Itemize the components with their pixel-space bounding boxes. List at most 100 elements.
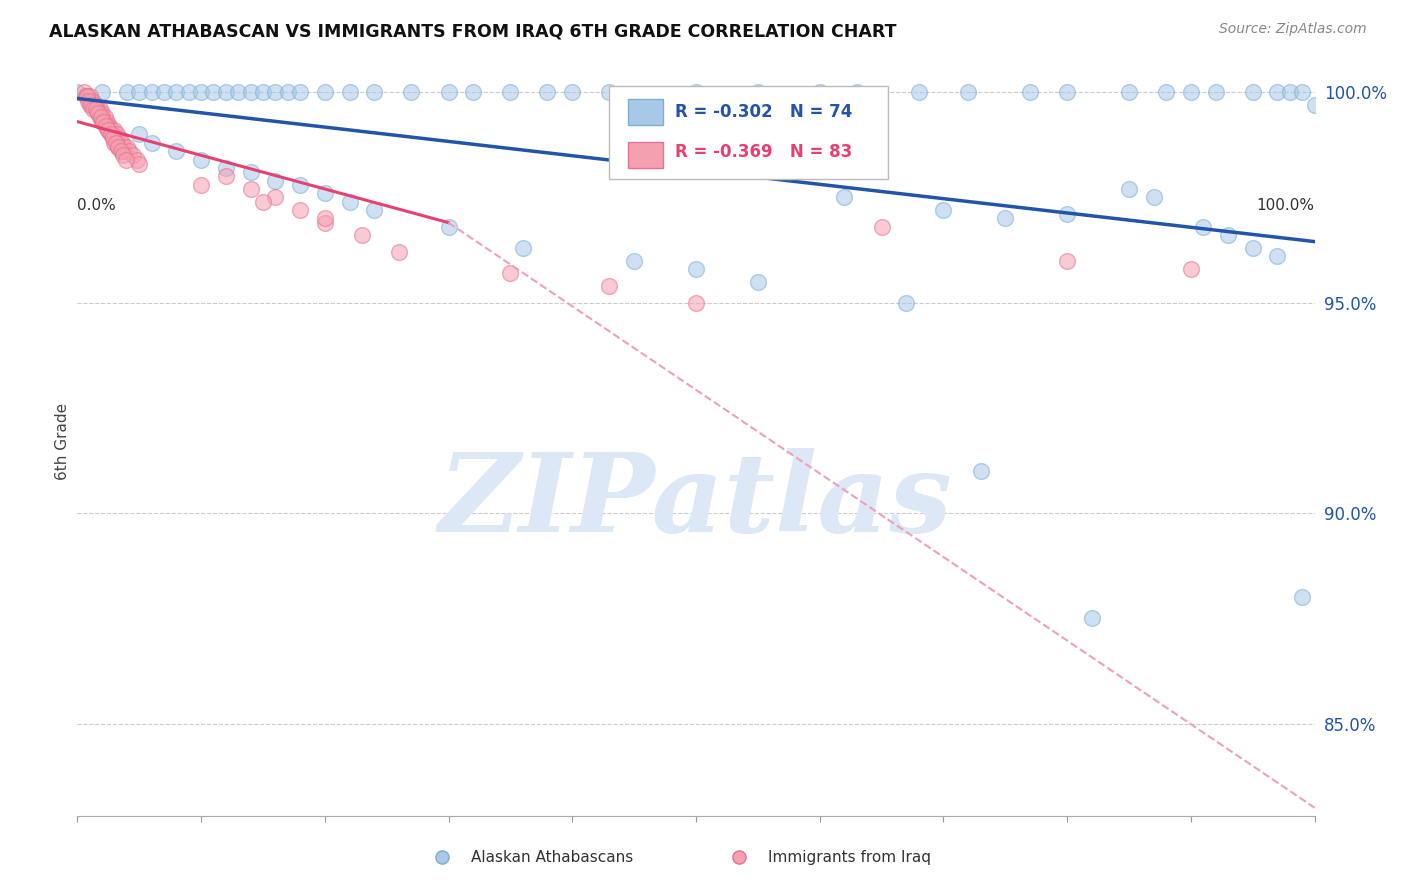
Point	[339, 194, 361, 209]
Point	[1154, 85, 1177, 99]
Point	[128, 128, 150, 142]
Point	[110, 144, 132, 158]
Point	[103, 131, 125, 145]
Point	[561, 85, 583, 99]
Point	[437, 219, 460, 234]
Point	[1118, 182, 1140, 196]
Point	[89, 111, 111, 125]
Point	[165, 144, 187, 158]
Point	[103, 136, 125, 150]
Point	[1081, 611, 1104, 625]
Point	[165, 85, 187, 99]
Point	[463, 85, 485, 99]
Point	[82, 94, 104, 108]
Point	[76, 89, 98, 103]
Point	[112, 144, 135, 158]
Point	[363, 85, 385, 99]
Point	[91, 114, 114, 128]
Point	[239, 85, 262, 99]
Point	[845, 85, 868, 99]
Point	[401, 85, 423, 99]
Point	[314, 216, 336, 230]
Point	[66, 85, 89, 99]
Point	[111, 144, 134, 158]
Point	[932, 202, 955, 217]
Point	[264, 85, 287, 99]
Point	[215, 169, 238, 184]
Point	[288, 202, 311, 217]
Point	[747, 275, 769, 289]
Point	[896, 295, 918, 310]
Point	[215, 161, 238, 175]
Point	[288, 178, 311, 192]
Point	[114, 153, 136, 167]
Point	[128, 85, 150, 99]
Text: R = -0.302   N = 74: R = -0.302 N = 74	[675, 103, 852, 120]
Point	[101, 123, 124, 137]
Point	[112, 148, 135, 162]
Point	[91, 106, 114, 120]
Point	[499, 85, 522, 99]
Point	[1056, 253, 1078, 268]
Point	[93, 111, 115, 125]
Point	[87, 106, 110, 120]
Point	[141, 136, 163, 150]
Point	[98, 123, 121, 137]
Point	[314, 186, 336, 201]
Point	[1291, 85, 1313, 99]
Point	[499, 266, 522, 280]
Point	[97, 123, 120, 137]
Point	[72, 85, 94, 99]
Point	[1278, 85, 1301, 99]
Point	[96, 114, 118, 128]
Point	[86, 102, 108, 116]
Point	[97, 123, 120, 137]
Point	[110, 140, 132, 154]
Point	[512, 241, 534, 255]
Point	[1267, 85, 1289, 99]
Point	[1291, 591, 1313, 605]
Point	[907, 85, 929, 99]
Point	[1205, 85, 1227, 99]
Point	[103, 131, 125, 145]
Point	[239, 182, 262, 196]
Point	[1180, 85, 1202, 99]
Point	[685, 85, 707, 99]
Point	[105, 136, 128, 150]
Text: ALASKAN ATHABASCAN VS IMMIGRANTS FROM IRAQ 6TH GRADE CORRELATION CHART: ALASKAN ATHABASCAN VS IMMIGRANTS FROM IR…	[49, 22, 897, 40]
Point	[190, 85, 212, 99]
Point	[107, 140, 129, 154]
Point	[685, 295, 707, 310]
Point	[1118, 85, 1140, 99]
Text: ZIPatlas: ZIPatlas	[439, 448, 953, 555]
Point	[108, 131, 131, 145]
FancyBboxPatch shape	[628, 142, 662, 168]
Point	[79, 97, 101, 112]
Point	[1216, 228, 1239, 243]
Point	[98, 119, 121, 133]
Point	[314, 211, 336, 226]
Point	[101, 128, 124, 142]
Point	[84, 97, 107, 112]
Text: Source: ZipAtlas.com: Source: ZipAtlas.com	[1219, 22, 1367, 37]
Point	[111, 136, 134, 150]
Point	[75, 89, 97, 103]
Point	[994, 211, 1017, 226]
Point	[957, 85, 980, 99]
Point	[128, 157, 150, 171]
Point	[77, 94, 100, 108]
Point	[94, 119, 117, 133]
Point	[1241, 85, 1264, 99]
Point	[118, 144, 141, 158]
Point	[339, 85, 361, 99]
Point	[90, 111, 112, 125]
Text: Immigrants from Iraq: Immigrants from Iraq	[768, 850, 931, 865]
Point	[84, 102, 107, 116]
Point	[115, 85, 138, 99]
Point	[89, 102, 111, 116]
Point	[363, 202, 385, 217]
Point	[1056, 85, 1078, 99]
Point	[536, 85, 558, 99]
Point	[598, 278, 620, 293]
Point	[350, 228, 373, 243]
